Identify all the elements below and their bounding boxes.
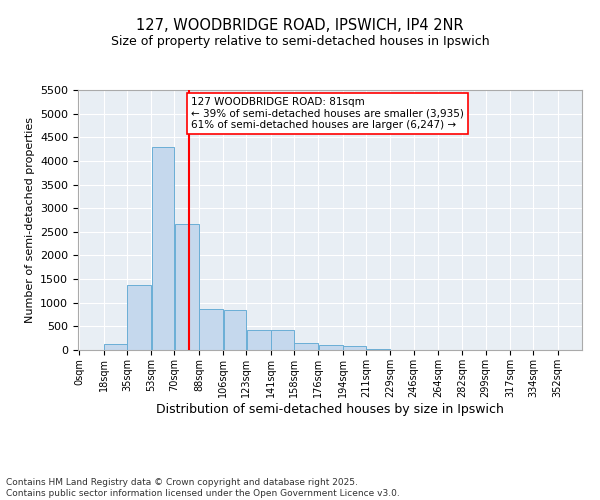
Bar [367,349,390,350]
X-axis label: Distribution of semi-detached houses by size in Ipswich: Distribution of semi-detached houses by … [156,402,504,415]
Bar [224,310,246,350]
Bar [175,224,199,350]
Text: 127, WOODBRIDGE ROAD, IPSWICH, IP4 2NR: 127, WOODBRIDGE ROAD, IPSWICH, IP4 2NR [136,18,464,32]
Text: 127 WOODBRIDGE ROAD: 81sqm
← 39% of semi-detached houses are smaller (3,935)
61%: 127 WOODBRIDGE ROAD: 81sqm ← 39% of semi… [191,97,464,130]
Bar [343,346,365,350]
Bar [152,146,174,350]
Bar [295,342,318,350]
Y-axis label: Number of semi-detached properties: Number of semi-detached properties [25,117,35,323]
Text: Contains HM Land Registry data © Crown copyright and database right 2025.
Contai: Contains HM Land Registry data © Crown c… [6,478,400,498]
Bar [199,310,223,350]
Bar [271,330,293,350]
Bar [319,344,343,350]
Bar [104,344,127,350]
Text: Size of property relative to semi-detached houses in Ipswich: Size of property relative to semi-detach… [110,35,490,48]
Bar [247,330,271,350]
Bar [127,285,151,350]
